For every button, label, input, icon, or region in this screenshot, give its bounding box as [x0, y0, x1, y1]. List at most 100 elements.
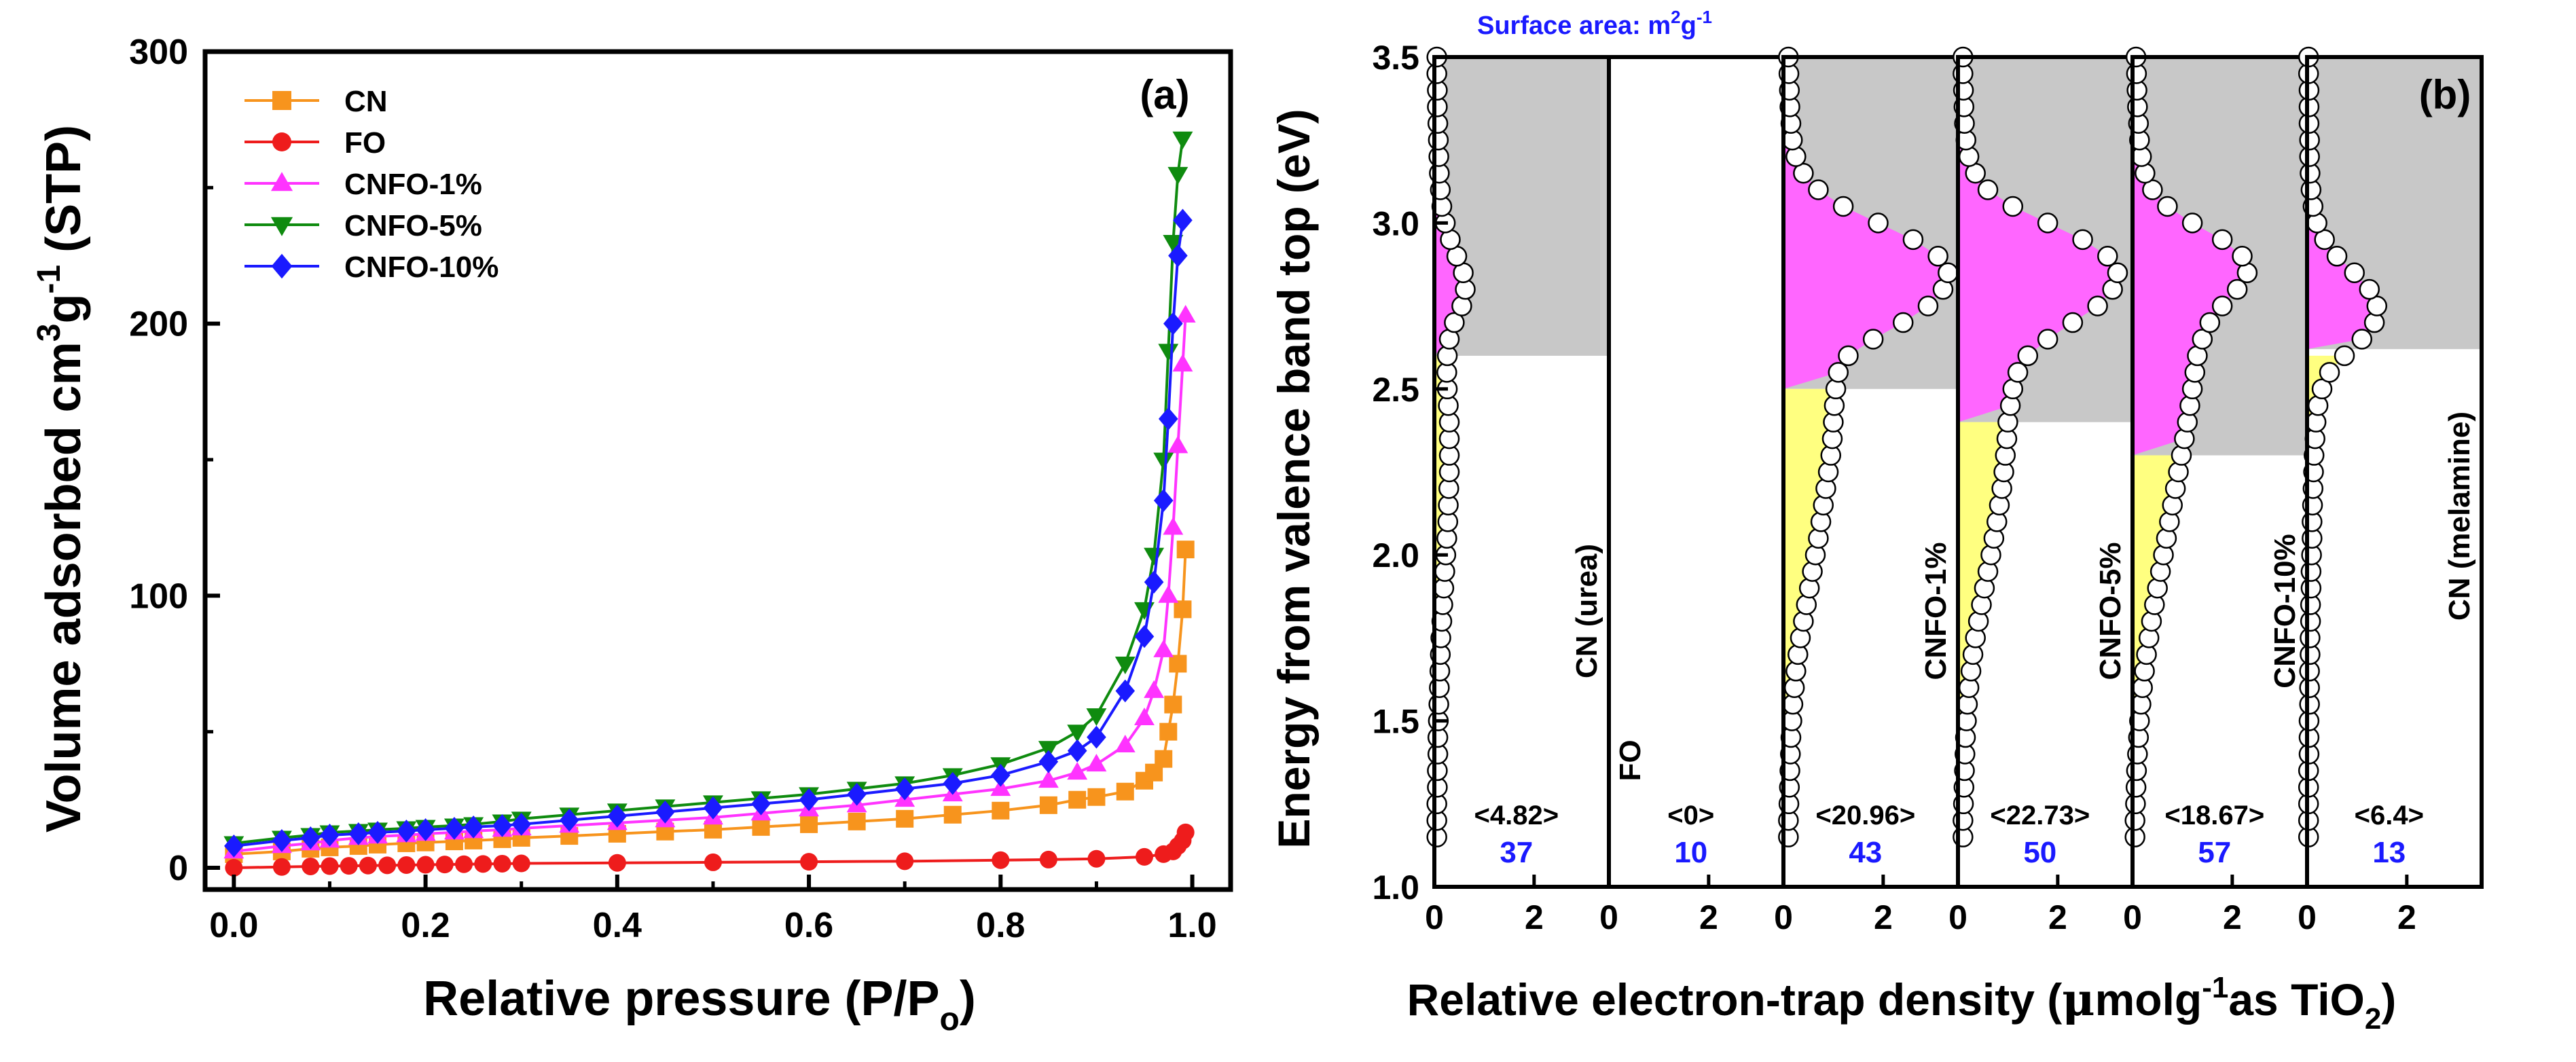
data-point — [800, 853, 818, 871]
data-point — [992, 801, 1010, 820]
y-tick-label: 200 — [129, 305, 188, 344]
panel-a-label: (a) — [1140, 72, 1189, 117]
data-point — [752, 818, 770, 836]
x-tick-label: 2 — [2397, 898, 2416, 936]
data-point — [1068, 790, 1087, 809]
x-tick-label: 2 — [1874, 898, 1893, 936]
data-point — [397, 819, 416, 843]
data-point — [340, 857, 358, 875]
data-point — [1796, 594, 1817, 615]
subpanel-cn-urea-: <4.82> 37 CN (urea) — [1426, 46, 1611, 889]
data-point — [1967, 610, 1989, 632]
data-point — [2211, 295, 2233, 316]
panel-b-y-axis-title: Energy from valence band top (eV) — [1269, 109, 1319, 848]
data-point — [1155, 750, 1173, 768]
data-point — [2097, 246, 2118, 267]
legend-item: CNFO-1% — [244, 168, 482, 201]
data-point — [1067, 739, 1087, 763]
data-point — [444, 816, 465, 840]
data-point — [1144, 547, 1165, 566]
data-point — [1927, 246, 1948, 267]
pink-trap-fill — [2307, 57, 2377, 350]
surface-area-value: 57 — [2198, 836, 2231, 869]
data-point — [1158, 585, 1179, 603]
data-point — [1167, 435, 1189, 454]
data-point — [511, 812, 532, 836]
data-point — [2037, 213, 2058, 234]
data-point — [1134, 707, 1155, 725]
x-tick-label: 0 — [1425, 898, 1444, 936]
data-point — [2164, 478, 2186, 499]
data-point — [1134, 625, 1155, 648]
data-point — [1983, 528, 2005, 549]
data-point — [1958, 146, 1980, 167]
x-tick-label: 0.8 — [976, 906, 1025, 945]
panel-a-series-group — [223, 131, 1196, 877]
data-point — [1163, 517, 1184, 535]
trap-total-label: <0> — [1667, 801, 1714, 830]
data-point — [348, 822, 369, 845]
legend-marker — [270, 172, 293, 191]
data-point — [1832, 196, 1854, 217]
legend-marker — [271, 253, 293, 279]
data-point — [1938, 262, 1959, 283]
surface-area-value: 43 — [1849, 836, 1882, 869]
panel-b-ticks: 0 2 0 2 0 2 0 2 0 2 0 2 1.0 1.5 2.0 2.5 3.0 3.5 — [1372, 39, 2416, 936]
surface-area-value: 50 — [2023, 836, 2056, 869]
data-point — [2334, 345, 2355, 367]
data-point — [1169, 655, 1187, 673]
x-tick-label: 0 — [1599, 898, 1618, 936]
data-point — [2157, 196, 2178, 217]
data-point — [1980, 544, 2001, 566]
y-tick-label: 100 — [129, 576, 188, 616]
data-point — [1038, 750, 1059, 773]
data-point — [1176, 823, 1195, 841]
legend-item: CNFO-5% — [244, 209, 482, 242]
sample-label-group: CNFO-1% — [1919, 543, 1953, 680]
panel-a-plot-frame — [202, 49, 1233, 892]
data-point — [847, 782, 867, 806]
y-tick-label: 3.0 — [1372, 204, 1419, 242]
data-point — [992, 851, 1010, 869]
x-tick-label: 0.6 — [784, 906, 833, 945]
data-point — [1067, 725, 1088, 743]
panel-a-isotherms: 0.0 0.2 0.4 0.6 0.8 1.0 0 100 200 300 CN FO CNFO-1%… — [31, 33, 1233, 1038]
x-tick-label: 0 — [2123, 898, 2142, 936]
sample-label-group: CNFO-5% — [2094, 543, 2127, 680]
data-point — [2159, 511, 2180, 532]
data-point — [2149, 561, 2171, 582]
data-point — [1868, 213, 1889, 234]
data-point — [320, 823, 340, 847]
data-point — [2171, 445, 2192, 466]
yellow-trap-fill — [2133, 455, 2181, 837]
data-point — [493, 854, 511, 873]
data-point — [1144, 570, 1164, 594]
legend-label: FO — [344, 126, 386, 160]
data-point — [703, 796, 723, 820]
data-point — [1159, 722, 1178, 741]
y-tick-label: 2.5 — [1372, 371, 1419, 409]
x-tick-label: 0 — [2298, 898, 2317, 936]
data-point — [2211, 229, 2233, 251]
surface-area-value: 13 — [2372, 836, 2406, 869]
data-point — [1153, 489, 1174, 512]
trap-total-label: <18.67> — [2164, 801, 2264, 830]
data-point — [799, 788, 819, 811]
subpanel-frame — [2305, 55, 2484, 889]
panel-a-ticks: 0.0 0.2 0.4 0.6 0.8 1.0 0 100 200 300 — [129, 33, 1216, 945]
surface-area-value: 37 — [1500, 836, 1533, 869]
data-point — [990, 778, 1011, 796]
data-point — [1163, 235, 1184, 253]
data-point — [1174, 600, 1192, 619]
data-point — [2174, 428, 2195, 450]
data-point — [2181, 213, 2203, 234]
legend-item: CNFO-10% — [244, 251, 498, 284]
data-point — [1974, 577, 1995, 599]
data-point — [2153, 544, 2174, 566]
data-point — [1134, 602, 1155, 620]
y-tick-label: 1.0 — [1372, 868, 1419, 907]
data-point — [512, 854, 530, 873]
data-point — [1977, 561, 1999, 582]
data-point — [2107, 262, 2128, 283]
